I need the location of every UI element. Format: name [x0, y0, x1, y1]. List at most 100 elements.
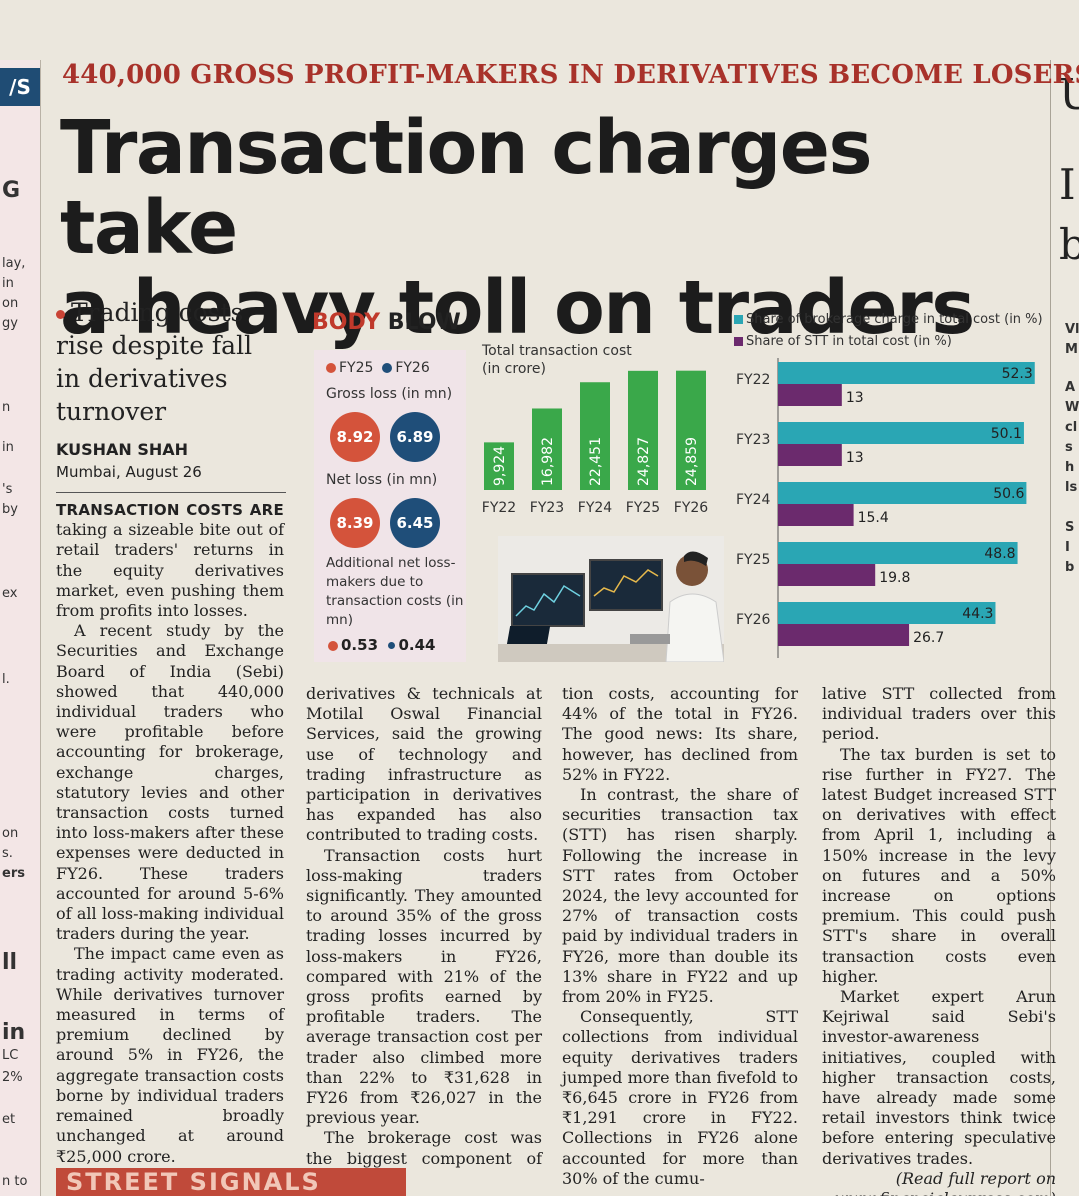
fragment-text: ex	[2, 586, 18, 601]
additional-loss-values: 0.53 0.44	[328, 636, 435, 654]
net-loss-fy26: 6.45	[390, 498, 440, 548]
fragment-text: W	[1065, 400, 1079, 415]
gross-loss-label: Gross loss (in mn)	[326, 386, 453, 402]
fragment-text: lay,	[2, 256, 26, 271]
section-tab: /S	[0, 68, 40, 106]
share-chart-panel: Share of brokerage charge in total cost …	[726, 300, 1046, 660]
deck-line: in derivatives	[56, 364, 228, 393]
stt-value-label: 26.7	[913, 630, 944, 646]
loss-panel: FY25 FY26 Gross loss (in mn) 8.92 6.89 N…	[314, 350, 466, 662]
bar-FY26	[676, 370, 706, 490]
read-more-credit: (Read full report on www.financialexpres…	[835, 1168, 1056, 1196]
trader-at-desk-illustration	[498, 536, 725, 663]
stt-bar-FY22	[778, 384, 842, 406]
fragment-text: s	[1065, 440, 1073, 455]
body-paragraph: Transaction costs hurt loss-making trade…	[306, 845, 542, 1128]
category-label: FY25	[736, 552, 770, 568]
bar-FY22	[484, 442, 514, 490]
category-label: FY22	[736, 372, 770, 388]
category-label: FY24	[578, 500, 613, 516]
headline: Transaction charges take a heavy toll on…	[60, 108, 1040, 348]
fragment-text: l.	[2, 672, 10, 687]
body-paragraph: The tax burden is set to rise further in…	[822, 744, 1056, 986]
category-label: FY23	[530, 500, 564, 516]
divider	[56, 492, 286, 493]
teal-swatch-icon	[734, 315, 743, 324]
fragment-text: h	[1065, 460, 1075, 475]
total-cost-unit: (in crore)	[482, 361, 546, 377]
category-label: FY23	[736, 432, 770, 448]
fragment-text: 2%	[2, 1070, 23, 1085]
fragment-text: in	[2, 1020, 26, 1045]
body-column-2: derivatives & technicals at Motilal Oswa…	[306, 684, 542, 1189]
net-loss-label: Net loss (in mn)	[326, 472, 438, 488]
deck-line: Trading costs	[71, 298, 244, 327]
gross-loss-fy25: 8.92	[330, 412, 380, 462]
additional-fy26: 0.44	[398, 636, 436, 654]
headline-line: Transaction charges take	[60, 105, 873, 271]
brokerage-value-label: 50.6	[993, 486, 1024, 502]
fragment-text: LC	[2, 1048, 19, 1063]
deck-line: rise despite fall	[56, 331, 253, 360]
stt-value-label: 19.8	[879, 570, 910, 586]
fragment-text: on	[2, 296, 19, 311]
legend-label: FY25	[339, 360, 374, 376]
brokerage-bar-FY23	[778, 422, 1024, 444]
bar-FY23	[532, 408, 562, 490]
brokerage-bar-FY24	[778, 482, 1027, 504]
total-cost-title: Total transaction cost (in crore)	[482, 342, 632, 378]
graphic-title-black: BLOW	[387, 310, 461, 335]
body-paragraph: In contrast, the share of securities tra…	[562, 785, 798, 1007]
category-label: FY26	[736, 612, 771, 628]
bar-value-label: 24,827	[636, 437, 652, 486]
fragment-text: I	[1065, 540, 1070, 555]
fragment-letter: U	[1059, 70, 1079, 119]
fragment-letter: b	[1059, 220, 1079, 269]
bullet-dot-icon	[56, 310, 65, 319]
legend-label: FY26	[395, 360, 430, 376]
bar-value-label: 9,924	[492, 446, 508, 486]
graphic-title: BODY BLOW	[312, 310, 461, 335]
deck-line: turnover	[56, 397, 167, 426]
fragment-text: Vl	[1065, 322, 1079, 337]
body-paragraph: The impact came even as trading activity…	[56, 944, 284, 1166]
kicker: 440,000 GROSS PROFIT-MAKERS IN DERIVATIV…	[62, 60, 1079, 90]
body-paragraph: tion costs, accounting for 44% of the to…	[562, 684, 798, 784]
brokerage-value-label: 48.8	[984, 546, 1015, 562]
stt-bar-FY24	[778, 504, 854, 526]
adjacent-article-right: U I b Vl M A W cl s h ls S I b	[1050, 60, 1079, 1196]
fragment-text: by	[2, 502, 18, 517]
lead-in: TRANSACTION COSTS ARE	[56, 501, 284, 519]
stt-legend: Share of STT in total cost (in %)	[734, 334, 952, 349]
legend-label: Share of STT in total cost (in %)	[746, 334, 952, 349]
total-cost-bar-chart: 9,924 FY22 16,982 FY23 22,451 FY24 24,827 FY25 2…	[482, 370, 708, 516]
purple-swatch-icon	[734, 337, 743, 346]
category-label: FY25	[626, 500, 660, 516]
additional-loss-label: Additional net loss-makers due to transa…	[326, 555, 464, 628]
bar-value-label: 22,451	[588, 437, 604, 486]
trader-photo	[498, 536, 725, 663]
fragment-text: ls	[1065, 480, 1078, 495]
loss-legend: FY25 FY26	[326, 360, 430, 376]
graphic-title-red: BODY	[312, 310, 381, 335]
category-label: FY24	[736, 492, 771, 508]
fragment-text: in	[2, 440, 14, 455]
stt-value-label: 13	[846, 390, 864, 406]
stt-bar-FY23	[778, 444, 842, 466]
bar-value-label: 24,859	[684, 437, 700, 486]
body-column-1: TRANSACTION COSTS ARE taking a sizeable …	[56, 500, 284, 1187]
fragment-text: ll	[2, 950, 18, 975]
deck: Trading costs rise despite fall in deriv…	[56, 296, 296, 428]
fragment-text: on	[2, 826, 19, 841]
total-cost-title-line: Total transaction cost	[482, 343, 632, 359]
bar-FY24	[580, 382, 610, 490]
fy26-swatch-icon	[382, 363, 393, 373]
brokerage-bar-FY22	[778, 362, 1035, 384]
fragment-text: gy	[2, 316, 18, 331]
fragment-text: n	[2, 400, 11, 415]
stt-value-label: 13	[846, 450, 864, 466]
gross-loss-fy26: 6.89	[390, 412, 440, 462]
dateline: Mumbai, August 26	[56, 463, 202, 481]
body-paragraph: derivatives & technicals at Motilal Oswa…	[306, 684, 542, 845]
